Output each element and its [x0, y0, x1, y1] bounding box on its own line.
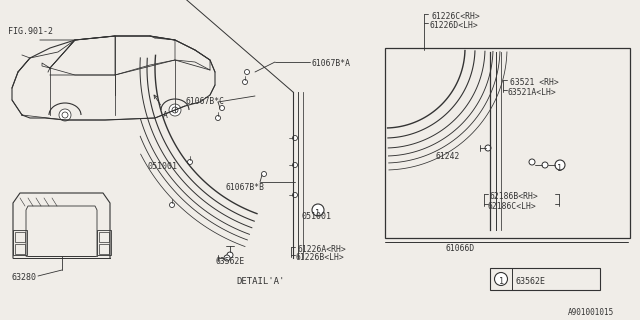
Circle shape — [312, 204, 324, 216]
Circle shape — [243, 79, 248, 84]
Text: 61226C<RH>: 61226C<RH> — [432, 12, 481, 21]
Text: 63562E: 63562E — [215, 257, 244, 266]
Bar — [97, 230, 111, 255]
Text: 61226A<RH>: 61226A<RH> — [298, 245, 347, 254]
Circle shape — [292, 163, 298, 167]
Text: 61226D<LH>: 61226D<LH> — [430, 21, 479, 30]
Circle shape — [495, 273, 508, 285]
Text: 61242: 61242 — [435, 152, 460, 161]
Text: 61066D: 61066D — [445, 244, 474, 253]
Circle shape — [542, 162, 548, 168]
Text: 1: 1 — [316, 209, 321, 218]
Text: 61226B<LH>: 61226B<LH> — [296, 253, 345, 262]
Circle shape — [62, 112, 68, 118]
Text: 1: 1 — [499, 277, 504, 286]
Text: 61067B*A: 61067B*A — [312, 59, 351, 68]
Text: 61067B*B: 61067B*B — [225, 183, 264, 192]
Text: A: A — [163, 111, 168, 120]
Circle shape — [172, 107, 178, 113]
Circle shape — [227, 252, 233, 258]
Circle shape — [188, 159, 193, 164]
Circle shape — [292, 135, 298, 140]
Text: 62186B<RH>: 62186B<RH> — [490, 192, 539, 201]
Circle shape — [262, 172, 266, 177]
Text: FIG.901-2: FIG.901-2 — [8, 27, 53, 36]
Circle shape — [485, 145, 491, 151]
Circle shape — [216, 116, 221, 121]
Text: 051001: 051001 — [302, 212, 332, 221]
Bar — [99, 232, 109, 242]
Circle shape — [292, 193, 298, 197]
Bar — [385, 48, 630, 238]
Circle shape — [529, 159, 535, 165]
Text: 62186C<LH>: 62186C<LH> — [488, 202, 537, 211]
Circle shape — [555, 160, 565, 170]
Text: 61067B*C: 61067B*C — [185, 97, 224, 106]
Bar — [15, 244, 25, 254]
Text: 1: 1 — [557, 164, 563, 172]
Bar — [13, 230, 27, 255]
Circle shape — [169, 104, 181, 116]
Circle shape — [59, 109, 71, 121]
Text: 63521A<LH>: 63521A<LH> — [508, 88, 557, 97]
Text: 63521 <RH>: 63521 <RH> — [510, 78, 559, 87]
Bar — [99, 244, 109, 254]
Text: A901001015: A901001015 — [568, 308, 614, 317]
Text: 63280: 63280 — [12, 273, 37, 282]
Bar — [15, 232, 25, 242]
Circle shape — [170, 203, 175, 207]
Bar — [490, 268, 600, 290]
Circle shape — [244, 69, 250, 75]
Text: DETAIL'A': DETAIL'A' — [237, 277, 285, 286]
Circle shape — [220, 106, 225, 110]
Text: 051001: 051001 — [148, 162, 178, 171]
Circle shape — [224, 255, 230, 261]
Text: 63562E: 63562E — [516, 277, 546, 286]
